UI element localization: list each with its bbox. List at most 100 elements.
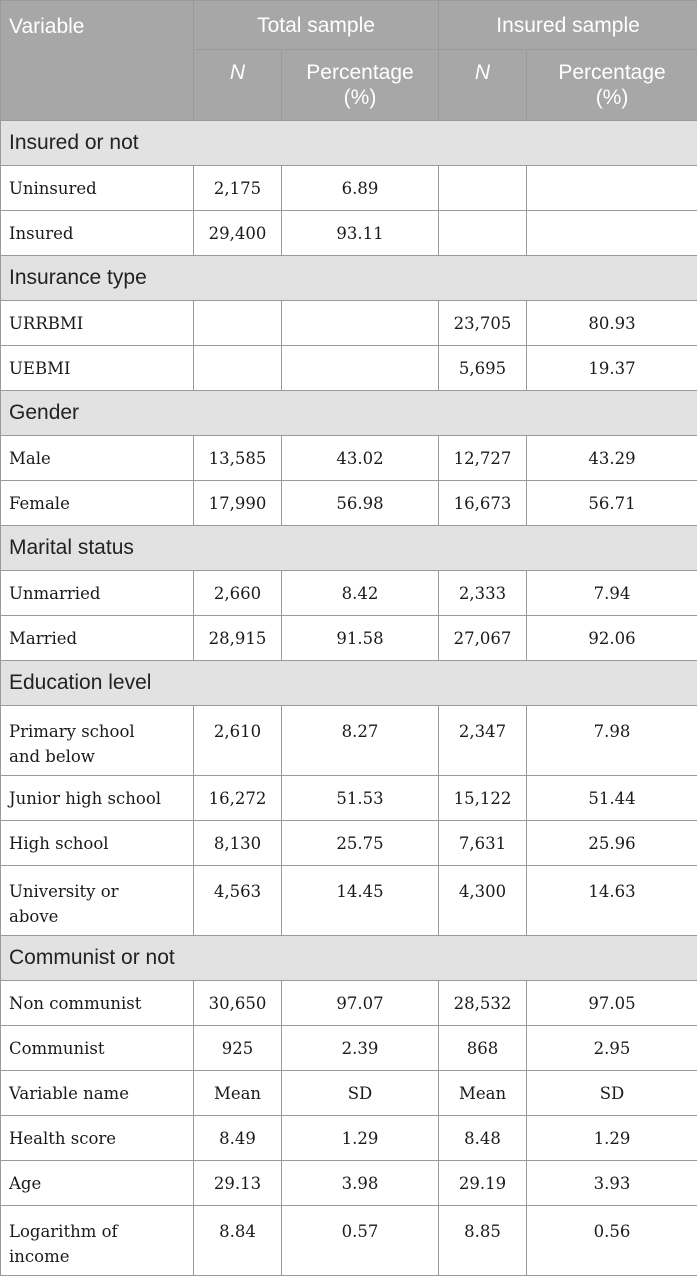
insured-n-cell: 2,347 — [439, 706, 527, 776]
total-percentage-cell: 3.98 — [282, 1161, 439, 1206]
total-percentage-cell: 14.45 — [282, 866, 439, 936]
header-variable: Variable — [1, 1, 194, 121]
total-percentage-cell: 56.98 — [282, 481, 439, 526]
insured-n-cell: 7,631 — [439, 821, 527, 866]
total-n-cell: Mean — [194, 1071, 282, 1116]
total-n-cell: 8,130 — [194, 821, 282, 866]
row-label: Uninsured — [1, 166, 194, 211]
row-label-line: University or — [9, 882, 119, 901]
insured-percentage-cell: 56.71 — [527, 481, 697, 526]
insured-n-cell — [439, 166, 527, 211]
insured-percentage-cell: 51.44 — [527, 776, 697, 821]
row-label: Non communist — [1, 981, 194, 1026]
insured-percentage-cell: 7.94 — [527, 571, 697, 616]
percentage-label: Percentage — [558, 61, 665, 84]
insured-n-cell: 15,122 — [439, 776, 527, 821]
row-label: Female — [1, 481, 194, 526]
row-label-line: income — [9, 1247, 70, 1266]
header-insured-percentage: Percentage (%) — [527, 50, 697, 121]
total-percentage-cell: 8.42 — [282, 571, 439, 616]
total-n-cell: 13,585 — [194, 436, 282, 481]
row-label: University or above — [1, 866, 194, 936]
section-title: Insured or not — [1, 121, 697, 166]
section-header-row: Education level — [1, 661, 697, 706]
section-header-row: Communist or not — [1, 936, 697, 981]
insured-percentage-cell: 0.56 — [527, 1206, 697, 1276]
row-label: Male — [1, 436, 194, 481]
header-total-sample: Total sample — [194, 1, 439, 50]
total-percentage-cell: 93.11 — [282, 211, 439, 256]
total-percentage-cell: 0.57 — [282, 1206, 439, 1276]
section-title: Insurance type — [1, 256, 697, 301]
total-n-cell: 4,563 — [194, 866, 282, 936]
row-label: Variable name — [1, 1071, 194, 1116]
header-total-percentage: Percentage (%) — [282, 50, 439, 121]
insured-percentage-cell: 7.98 — [527, 706, 697, 776]
section-title: Marital status — [1, 526, 697, 571]
total-n-cell: 17,990 — [194, 481, 282, 526]
row-label: Health score — [1, 1116, 194, 1161]
header-total-n: N — [194, 50, 282, 121]
row-label: Logarithm of income — [1, 1206, 194, 1276]
section-title: Education level — [1, 661, 697, 706]
insured-percentage-cell: 14.63 — [527, 866, 697, 936]
percentage-unit: (%) — [344, 86, 377, 109]
total-n-cell — [194, 301, 282, 346]
insured-n-cell: 23,705 — [439, 301, 527, 346]
total-n-cell: 2,660 — [194, 571, 282, 616]
total-percentage-cell — [282, 346, 439, 391]
insured-percentage-cell: 97.05 — [527, 981, 697, 1026]
percentage-label: Percentage — [306, 61, 413, 84]
row-label: Primary school and below — [1, 706, 194, 776]
header-insured-n: N — [439, 50, 527, 121]
row-label: URRBMI — [1, 301, 194, 346]
insured-percentage-cell — [527, 211, 697, 256]
insured-n-cell: Mean — [439, 1071, 527, 1116]
row-label-line: above — [9, 907, 58, 926]
row-label-line: and below — [9, 747, 95, 766]
table-header: Variable Total sample Insured sample N P… — [1, 1, 697, 121]
insured-n-cell: 16,673 — [439, 481, 527, 526]
total-n-cell: 16,272 — [194, 776, 282, 821]
row-label-line: Primary school — [9, 722, 135, 741]
insured-n-cell: 8.48 — [439, 1116, 527, 1161]
insured-percentage-cell: 80.93 — [527, 301, 697, 346]
section-header-row: Marital status — [1, 526, 697, 571]
row-label: Communist — [1, 1026, 194, 1071]
row-label: Insured — [1, 211, 194, 256]
row-label: UEBMI — [1, 346, 194, 391]
total-percentage-cell: 8.27 — [282, 706, 439, 776]
total-n-cell: 29.13 — [194, 1161, 282, 1206]
total-n-cell: 8.49 — [194, 1116, 282, 1161]
row-label: Married — [1, 616, 194, 661]
section-header-row: Insurance type — [1, 256, 697, 301]
row-label: Age — [1, 1161, 194, 1206]
total-n-cell: 925 — [194, 1026, 282, 1071]
header-insured-sample: Insured sample — [439, 1, 697, 50]
row-label-line: Logarithm of — [9, 1222, 118, 1241]
insured-n-cell: 29.19 — [439, 1161, 527, 1206]
insured-percentage-cell: SD — [527, 1071, 697, 1116]
total-n-cell — [194, 346, 282, 391]
row-label: High school — [1, 821, 194, 866]
insured-n-cell: 5,695 — [439, 346, 527, 391]
total-n-cell: 2,610 — [194, 706, 282, 776]
insured-percentage-cell: 1.29 — [527, 1116, 697, 1161]
total-n-cell: 29,400 — [194, 211, 282, 256]
total-n-cell: 8.84 — [194, 1206, 282, 1276]
section-title: Gender — [1, 391, 697, 436]
